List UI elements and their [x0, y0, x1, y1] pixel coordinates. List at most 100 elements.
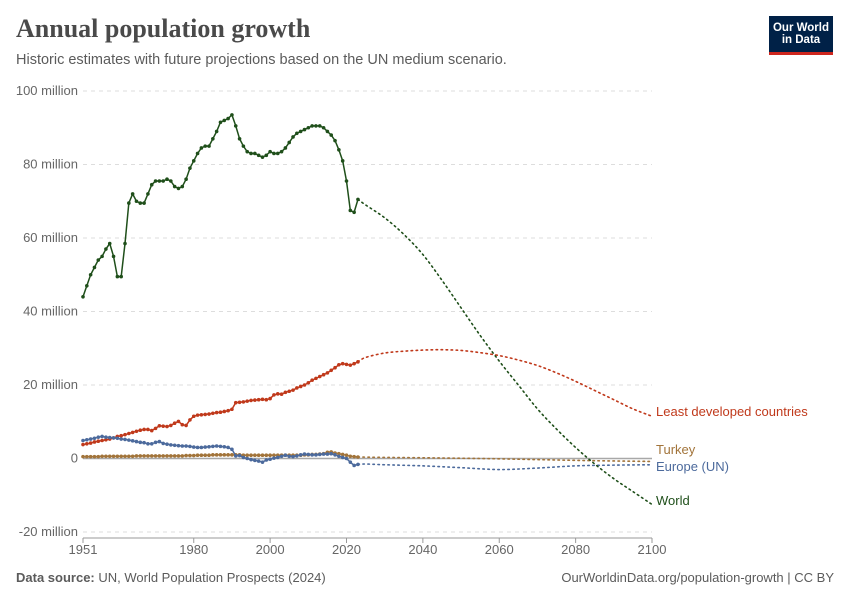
- data-point: [184, 453, 188, 458]
- data-point: [283, 453, 288, 457]
- data-point: [306, 452, 311, 457]
- data-point: [191, 445, 196, 449]
- data-point: [272, 453, 276, 457]
- data-point: [104, 454, 108, 459]
- data-point: [153, 440, 158, 445]
- data-point: [127, 431, 131, 436]
- data-point: [100, 434, 104, 439]
- x-tick-label: 1980: [179, 542, 208, 557]
- source-link[interactable]: OurWorldinData.org/population-growth | C…: [561, 570, 834, 585]
- data-point: [333, 365, 337, 370]
- data-point: [233, 454, 238, 458]
- data-point: [233, 124, 238, 128]
- data-point: [149, 428, 154, 433]
- data-point: [157, 454, 162, 458]
- data-point: [352, 454, 356, 459]
- data-point: [104, 437, 108, 442]
- data-point: [245, 399, 250, 403]
- data-point: [176, 419, 181, 424]
- data-point: [310, 453, 314, 457]
- data-point: [222, 409, 227, 414]
- x-tick-label: 1951: [69, 542, 98, 557]
- data-point: [245, 456, 250, 461]
- data-point: [88, 441, 93, 445]
- data-point: [230, 447, 234, 452]
- data-point: [169, 179, 173, 183]
- legend-label: Europe (UN): [656, 459, 729, 474]
- data-point: [329, 451, 334, 456]
- data-point: [184, 177, 188, 181]
- data-point: [92, 440, 97, 444]
- data-point: [264, 458, 269, 462]
- data-point: [291, 388, 295, 392]
- data-point: [268, 457, 272, 462]
- data-point: [253, 453, 257, 457]
- data-point: [199, 453, 204, 457]
- data-point: [256, 153, 261, 158]
- data-point: [165, 424, 169, 429]
- data-point: [195, 453, 200, 457]
- legend-label: World: [656, 493, 690, 508]
- data-point: [119, 274, 123, 279]
- data-point: [199, 412, 204, 417]
- data-point: [245, 149, 250, 154]
- data-point: [260, 155, 265, 159]
- data-point: [172, 443, 177, 448]
- data-point: [314, 376, 318, 381]
- owid-logo[interactable]: Our World in Data: [769, 16, 833, 55]
- y-tick-label: 60 million: [23, 230, 78, 245]
- data-point: [310, 378, 314, 383]
- data-point: [115, 454, 120, 459]
- data-point: [295, 131, 299, 136]
- data-point: [352, 463, 356, 468]
- data-point: [230, 407, 234, 412]
- data-point: [340, 452, 345, 457]
- data-point: [287, 140, 292, 145]
- data-point: [207, 144, 211, 148]
- data-point: [153, 426, 158, 431]
- y-tick-label: 40 million: [23, 304, 78, 319]
- data-point: [81, 442, 85, 447]
- data-point: [138, 440, 143, 445]
- data-point: [253, 151, 257, 156]
- data-point: [237, 136, 242, 141]
- projection-line: [357, 348, 653, 418]
- data-point: [191, 453, 196, 458]
- data-point: [291, 135, 295, 139]
- data-point: [123, 241, 127, 246]
- legend-label: Turkey: [656, 442, 696, 457]
- data-point: [119, 437, 123, 441]
- data-point: [211, 444, 215, 449]
- data-point: [249, 398, 253, 403]
- data-point: [134, 429, 139, 434]
- data-point: [88, 454, 93, 459]
- chart-title: Annual population growth: [16, 14, 311, 43]
- source-label: Data source:: [16, 570, 95, 585]
- data-point: [348, 460, 353, 464]
- data-point: [352, 361, 356, 366]
- data-point: [96, 454, 101, 459]
- data-point: [100, 438, 104, 443]
- data-point: [85, 437, 89, 442]
- data-point: [203, 144, 208, 148]
- data-point: [302, 452, 307, 456]
- data-point: [272, 151, 276, 156]
- series-world: World: [81, 113, 690, 508]
- data-point: [214, 410, 219, 415]
- data-point: [146, 442, 150, 446]
- data-point: [291, 454, 295, 459]
- data-point: [317, 124, 322, 128]
- data-point: [302, 127, 307, 132]
- data-point: [123, 454, 127, 459]
- data-point: [184, 423, 188, 428]
- data-point: [333, 138, 337, 143]
- data-point: [249, 457, 253, 462]
- data-point: [81, 454, 85, 459]
- data-point: [161, 441, 165, 446]
- data-point: [130, 439, 135, 443]
- data-point: [279, 392, 284, 396]
- data-point: [230, 113, 234, 117]
- data-point: [115, 274, 120, 279]
